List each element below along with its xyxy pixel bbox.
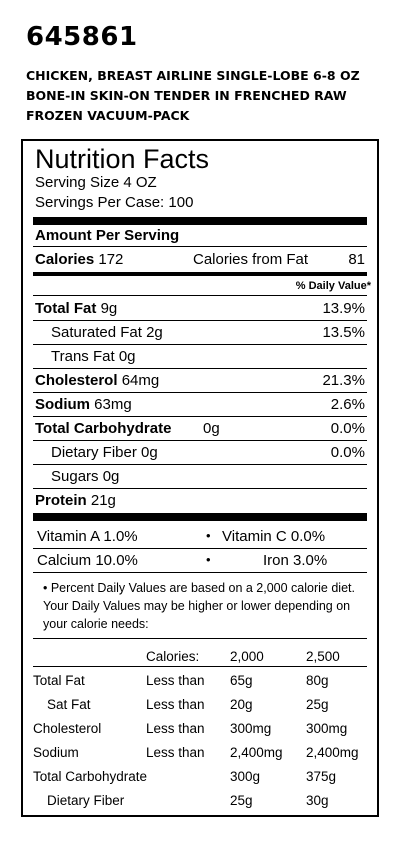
product-code: 645861 bbox=[26, 22, 138, 52]
dv-row-v2: 2,400mg bbox=[306, 745, 359, 760]
divider bbox=[33, 246, 367, 247]
dv-table-col-2000: 2,000 bbox=[230, 649, 264, 664]
calories-label: Calories bbox=[35, 251, 95, 268]
nutrient-name: Sugars bbox=[51, 468, 99, 485]
description-line: CHICKEN, BREAST AIRLINE SINGLE-LOBE 6-8 … bbox=[26, 68, 360, 83]
divider bbox=[33, 217, 367, 225]
dv-row-v1: 20g bbox=[230, 697, 253, 712]
divider bbox=[33, 464, 367, 465]
nutrient-name: Trans Fat bbox=[51, 348, 115, 365]
dv-row-v1: 25g bbox=[230, 793, 253, 808]
nutrient-dv: 13.9% bbox=[322, 300, 365, 317]
divider bbox=[33, 440, 367, 441]
dv-row-limit: Less than bbox=[146, 697, 205, 712]
product-description: CHICKEN, BREAST AIRLINE SINGLE-LOBE 6-8 … bbox=[26, 66, 386, 126]
nutrient-amount: 0g bbox=[141, 444, 158, 461]
nutrient-amount: 0g bbox=[118, 348, 136, 365]
nutrient-dv: 2.6% bbox=[330, 396, 365, 413]
iron: Iron 3.0% bbox=[263, 552, 328, 569]
description-line: BONE-IN SKIN-ON TENDER IN FRENCHED RAW bbox=[26, 88, 347, 103]
nutrient-name: Dietary Fiber bbox=[51, 444, 137, 461]
nutrient-name: Cholesterol bbox=[35, 372, 118, 389]
nutrient-name: Saturated Fat bbox=[51, 324, 142, 341]
nutrient-cholesterol: Cholesterol 64mg bbox=[35, 372, 159, 389]
bullet-icon: • bbox=[206, 528, 211, 543]
amount-per-serving: Amount Per Serving bbox=[35, 227, 180, 244]
nutrient-dv: 21.3% bbox=[322, 372, 365, 389]
dv-row-limit: Less than bbox=[146, 745, 205, 760]
nutrient-protein: Protein 21g bbox=[35, 492, 116, 509]
divider bbox=[33, 392, 367, 393]
label-title: Nutrition Facts bbox=[35, 144, 210, 174]
nutrient-amount: 63mg bbox=[94, 396, 132, 413]
nutrient-total-fat: Total Fat 9g bbox=[35, 300, 117, 317]
nutrient-total-carbohydrate: Total Carbohydrate bbox=[35, 420, 172, 437]
daily-value-footnote: • Percent Daily Values are based on a 2,… bbox=[43, 581, 355, 631]
calories-value: 172 bbox=[98, 251, 124, 268]
nutrient-dv: 0.0% bbox=[330, 420, 365, 437]
calories-row: Calories 172 bbox=[35, 251, 123, 268]
nutrition-label: Nutrition Facts Serving Size 4 OZ Servin… bbox=[21, 139, 379, 817]
description-line: FROZEN VACUUM-PACK bbox=[26, 108, 190, 123]
serving-size: Serving Size 4 OZ bbox=[35, 174, 157, 191]
divider bbox=[33, 368, 367, 369]
servings-per-case: Servings Per Case: 100 bbox=[35, 194, 194, 211]
divider bbox=[33, 666, 367, 667]
divider bbox=[33, 572, 367, 573]
dv-row-limit: Less than bbox=[146, 721, 205, 736]
nutrient-name: Total Fat bbox=[35, 300, 97, 317]
dv-row-name: Sat Fat bbox=[47, 697, 91, 712]
nutrient-amount: 9g bbox=[100, 300, 118, 317]
nutrient-amount: 0g bbox=[203, 420, 220, 437]
nutrient-name: Sodium bbox=[35, 396, 90, 413]
divider bbox=[33, 320, 367, 321]
nutrient-amount: 0g bbox=[102, 468, 120, 485]
dv-row-name: Dietary Fiber bbox=[47, 793, 125, 808]
dv-table-calories-label: Calories: bbox=[146, 649, 200, 664]
vitamin-c: Vitamin C 0.0% bbox=[222, 528, 326, 545]
divider bbox=[33, 513, 367, 521]
dv-row-v1: 2,400mg bbox=[230, 745, 283, 760]
divider bbox=[33, 548, 367, 549]
nutrient-amount: 64mg bbox=[121, 372, 160, 389]
dv-row-v2: 80g bbox=[306, 673, 329, 688]
nutrient-dv: 0.0% bbox=[330, 444, 365, 461]
nutrient-trans-fat: Trans Fat 0g bbox=[51, 348, 136, 365]
dv-row-name: Cholesterol bbox=[33, 721, 102, 736]
nutrient-amount: 2g bbox=[146, 324, 163, 341]
nutrient-saturated-fat: Saturated Fat 2g bbox=[51, 324, 163, 341]
nutrient-sodium: Sodium 63mg bbox=[35, 396, 132, 413]
dv-row-v2: 300mg bbox=[306, 721, 348, 736]
dv-row-v1: 300mg bbox=[230, 721, 272, 736]
dv-row-name: Total Carbohydrate bbox=[33, 769, 148, 784]
dv-row-v2: 375g bbox=[306, 769, 337, 784]
daily-value-header: % Daily Value* bbox=[295, 280, 371, 292]
dv-row-name: Total Fat bbox=[33, 673, 85, 688]
nutrient-dietary-fiber: Dietary Fiber 0g bbox=[51, 444, 158, 461]
calories-from-fat-value: 81 bbox=[348, 251, 365, 268]
calcium: Calcium 10.0% bbox=[37, 552, 138, 569]
dv-row-limit: Less than bbox=[146, 673, 205, 688]
dv-row-name: Sodium bbox=[33, 745, 79, 760]
dv-row-v2: 30g bbox=[306, 793, 329, 808]
nutrient-amount: 21g bbox=[90, 492, 116, 509]
nutrient-dv: 13.5% bbox=[322, 324, 365, 341]
dv-row-v2: 25g bbox=[306, 697, 329, 712]
nutrient-sugars: Sugars 0g bbox=[51, 468, 119, 485]
calories-from-fat-label: Calories from Fat bbox=[193, 251, 309, 268]
divider bbox=[33, 344, 367, 345]
divider bbox=[33, 272, 367, 276]
dv-row-v1: 300g bbox=[230, 769, 261, 784]
vitamin-a: Vitamin A 1.0% bbox=[37, 528, 138, 545]
divider bbox=[33, 488, 367, 489]
divider bbox=[33, 295, 367, 296]
nutrient-name: Protein bbox=[35, 492, 87, 509]
dv-table-col-2500: 2,500 bbox=[306, 649, 340, 664]
bullet-icon: • bbox=[206, 552, 211, 567]
divider bbox=[33, 638, 367, 639]
dv-row-v1: 65g bbox=[230, 673, 253, 688]
divider bbox=[33, 416, 367, 417]
